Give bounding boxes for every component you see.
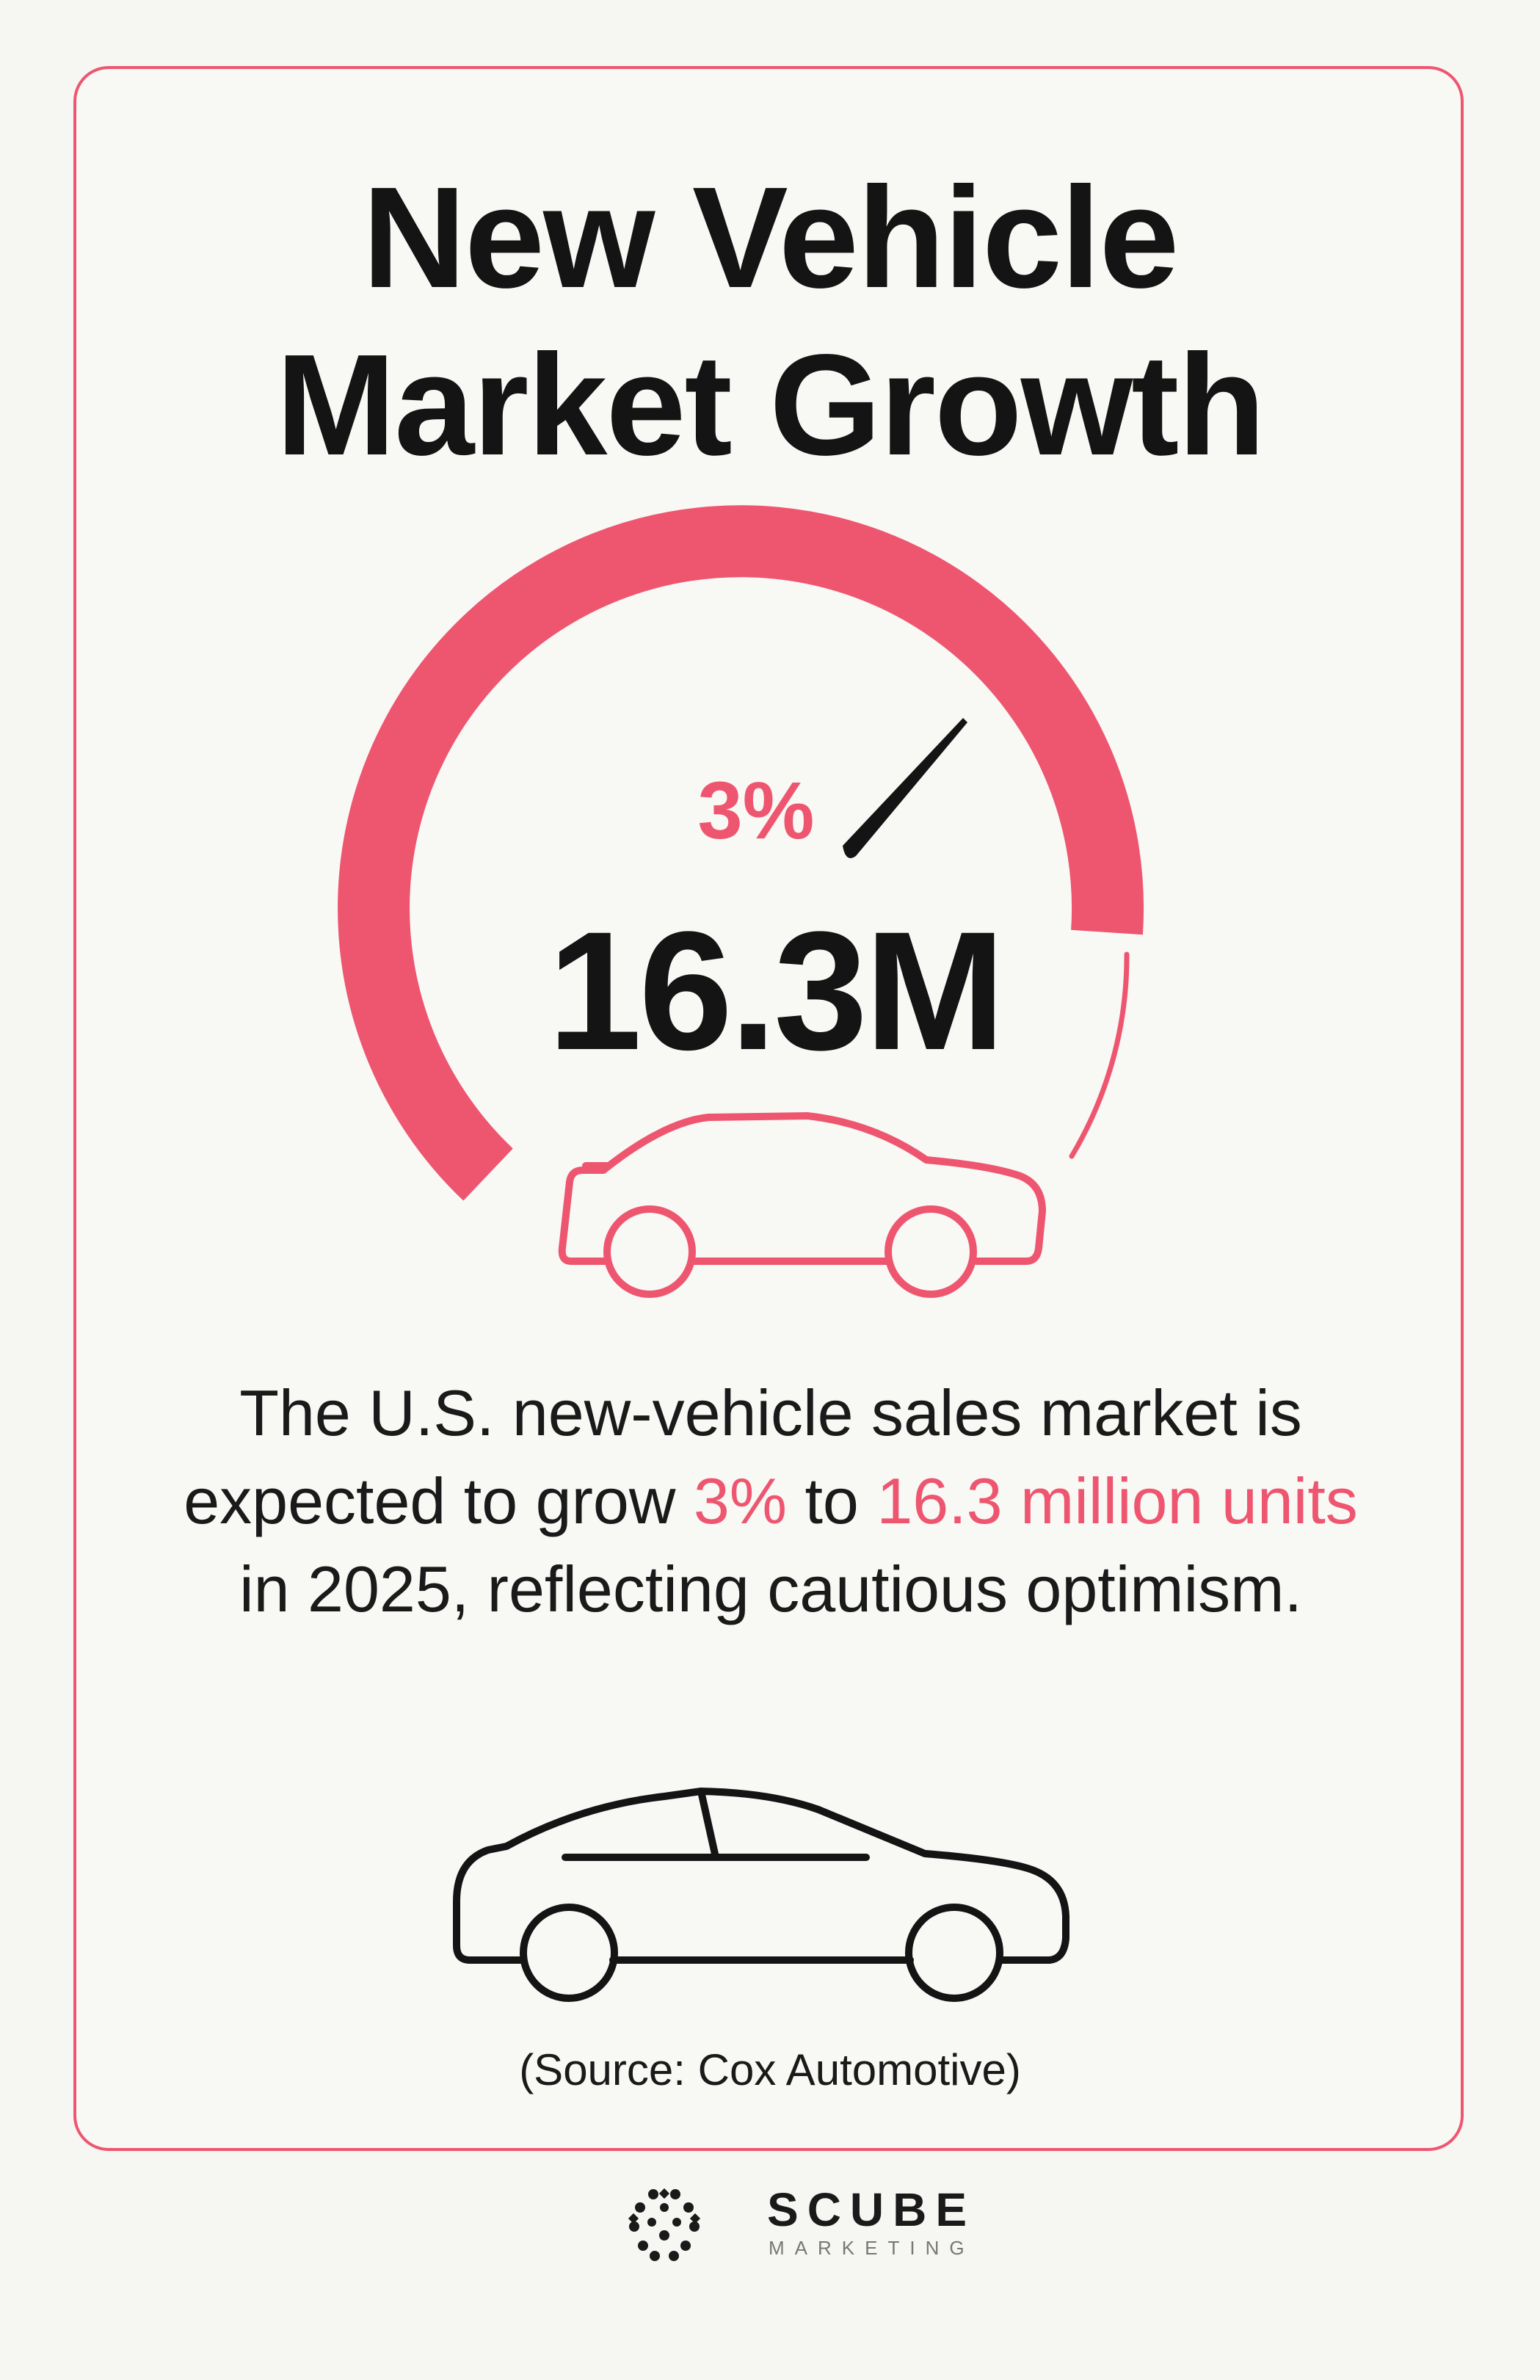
description-highlight-units: 16.3 million units (876, 1465, 1358, 1537)
dotted-cube-logo-icon (628, 2188, 701, 2261)
description-part-1: The U.S. new-vehicle sales market is exp… (184, 1376, 1302, 1537)
description-text: The U.S. new-vehicle sales market is exp… (184, 1369, 1358, 1633)
speedometer-icon (338, 505, 1144, 1201)
source-citation: (Source: Cox Automotive) (519, 2045, 1021, 2094)
description-part-2: to (787, 1465, 877, 1537)
title-line-1: New Vehicle (362, 157, 1179, 318)
description-part-3: in 2025, reflecting cautious optimism. (239, 1553, 1302, 1625)
car-outline-icon (558, 1112, 1046, 1298)
description-highlight-percent: 3% (693, 1465, 788, 1537)
brand-name: SCUBE (767, 2183, 976, 2236)
sales-value-label: 16.3M (548, 896, 1005, 1085)
infographic-card (73, 66, 1464, 2151)
title-line-2: Market Growth (275, 324, 1265, 485)
gauge-thin-arc (1069, 951, 1130, 1159)
brand-tagline: MARKETING (769, 2237, 975, 2259)
page-title: New Vehicle Market Growth (0, 154, 1540, 489)
sedan-outline-icon (453, 1788, 1069, 2002)
brand-logo: SCUBE MARKETING (624, 2184, 967, 2265)
growth-percent-label: 3% (697, 766, 815, 856)
gauge-needle-icon (843, 718, 967, 858)
